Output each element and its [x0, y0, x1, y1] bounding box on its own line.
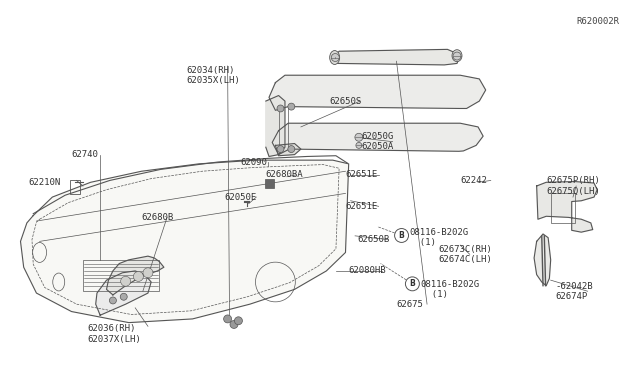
Polygon shape [272, 123, 483, 155]
Text: 62080HB: 62080HB [349, 266, 387, 275]
Circle shape [332, 54, 339, 61]
Text: 62680B: 62680B [141, 213, 174, 222]
Bar [550, 193, 575, 223]
Polygon shape [266, 96, 285, 157]
Circle shape [121, 276, 131, 286]
Text: 62651E: 62651E [346, 170, 378, 179]
Circle shape [288, 103, 295, 110]
Circle shape [395, 228, 408, 243]
Bar [70, 180, 80, 193]
Ellipse shape [330, 51, 340, 64]
Text: B: B [410, 279, 415, 288]
Text: 62050E: 62050E [225, 193, 257, 202]
Circle shape [356, 142, 362, 148]
Circle shape [230, 321, 238, 328]
Text: B: B [399, 231, 404, 240]
Circle shape [405, 277, 419, 291]
Bar [83, 260, 159, 291]
Ellipse shape [452, 50, 462, 62]
Circle shape [277, 105, 284, 112]
Text: 62242: 62242 [460, 176, 487, 185]
Circle shape [223, 315, 232, 323]
Text: 62680BA: 62680BA [266, 170, 303, 179]
Text: 62651E: 62651E [346, 202, 378, 211]
Text: 62740: 62740 [72, 150, 99, 159]
Polygon shape [269, 75, 486, 110]
Text: R620002R: R620002R [577, 17, 620, 26]
Text: 62675P(RH)
62675Q(LH): 62675P(RH) 62675Q(LH) [546, 176, 600, 196]
Polygon shape [20, 160, 349, 323]
Text: 62036(RH)
62037X(LH): 62036(RH) 62037X(LH) [88, 324, 141, 344]
Polygon shape [332, 49, 460, 65]
Polygon shape [534, 234, 550, 286]
Text: 62034(RH)
62035X(LH): 62034(RH) 62035X(LH) [186, 66, 240, 86]
Text: 08116-B202G
  (1): 08116-B202G (1) [409, 228, 468, 247]
Text: 62650B: 62650B [357, 235, 389, 244]
Circle shape [453, 52, 461, 60]
Text: 62050G
62050A: 62050G 62050A [362, 132, 394, 151]
Bar [264, 179, 273, 187]
Text: -62042B
62674P: -62042B 62674P [556, 282, 593, 301]
Text: 62090: 62090 [241, 157, 268, 167]
Circle shape [355, 133, 363, 141]
Text: 62673C(RH)
62674C(LH): 62673C(RH) 62674C(LH) [438, 245, 492, 264]
Circle shape [133, 272, 143, 282]
Polygon shape [537, 182, 597, 232]
Circle shape [288, 145, 295, 153]
Polygon shape [106, 256, 164, 295]
Circle shape [143, 268, 153, 278]
Circle shape [120, 293, 127, 300]
Circle shape [277, 145, 284, 153]
Text: 62210N: 62210N [28, 178, 60, 187]
Circle shape [109, 297, 116, 304]
Polygon shape [275, 144, 301, 156]
Circle shape [234, 317, 243, 325]
Text: 62650S: 62650S [330, 97, 362, 106]
Text: 62675: 62675 [396, 300, 423, 309]
Text: 08116-B202G
  (1): 08116-B202G (1) [420, 280, 480, 299]
Polygon shape [96, 271, 151, 315]
